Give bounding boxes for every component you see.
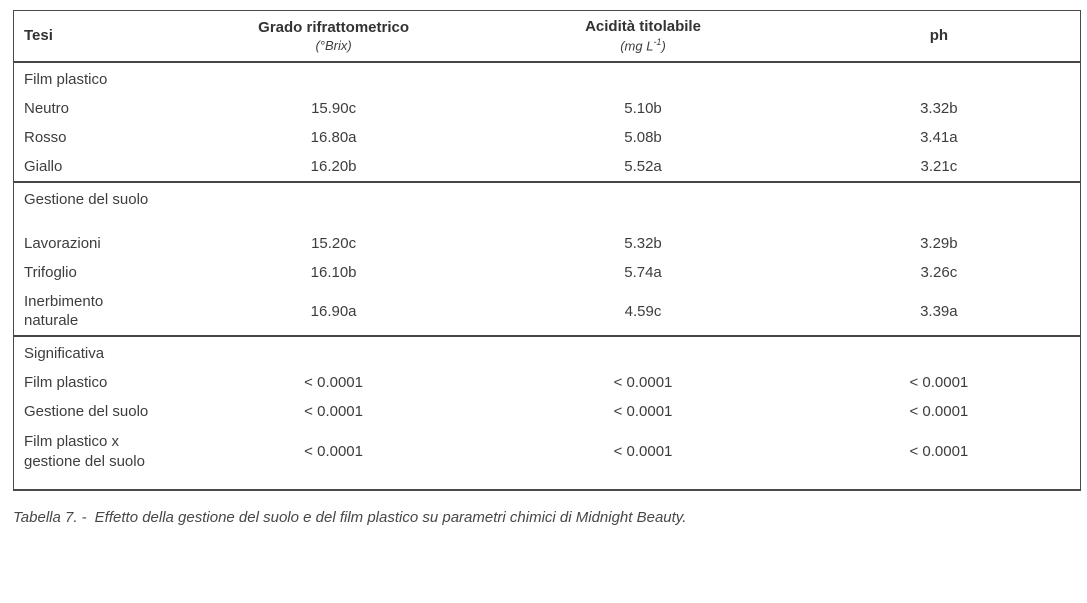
value-cell: 5.52a	[624, 158, 662, 176]
section-row-film-plastico: Film plastico	[14, 62, 1081, 94]
value-cell	[488, 62, 797, 94]
row-label: Inerbimento naturale	[24, 293, 104, 330]
column-header-acidita-titolabile: Acidità titolabile (mg L-1)	[488, 10, 798, 63]
row-label: Neutro	[24, 99, 70, 117]
row-label: Lavorazioni	[24, 235, 101, 253]
value-cell: < 0.0001	[304, 443, 363, 460]
value-cell: < 0.0001	[909, 374, 969, 392]
row-label: Gestione del suolo	[24, 403, 149, 421]
value-cell: < 0.0001	[304, 403, 363, 421]
value-cell: 3.41a	[920, 129, 958, 147]
column-header-ph: ph	[797, 10, 1081, 63]
value-cell	[798, 62, 1081, 94]
table-caption: Tabella 7. - Effetto della gestione del s…	[13, 509, 1081, 526]
table-header: Tesi Grado rifrattometrico (°Brix) Acidi…	[13, 10, 1081, 63]
table-row-inerbimento-naturale: Inerbimento naturale 16.90a 4.59c 3.39a	[14, 287, 1081, 336]
section-label-cell: Significativa	[13, 335, 179, 369]
row-label-cell: Lavorazioni	[14, 229, 179, 258]
value-cell: 3.39a	[920, 302, 958, 320]
value-cell: 16.10b	[310, 264, 357, 282]
row-label: Rosso	[24, 129, 67, 147]
row-label-cell: Rosso	[14, 123, 179, 152]
value-cell	[179, 62, 488, 94]
column-label: ph	[929, 26, 949, 44]
section-label-cell: Film plastico	[14, 62, 179, 94]
value-cell: 16.90a	[310, 302, 357, 320]
column-header-grado-rifrattometrico: Grado rifrattometrico (°Brix)	[178, 10, 489, 63]
value-cell: 5.10b	[624, 99, 662, 117]
column-label: Tesi	[24, 26, 53, 44]
value-cell: 3.32b	[920, 99, 958, 117]
caption-text: Effetto della gestione del suolo e del f…	[94, 508, 687, 526]
value-cell	[797, 181, 1081, 230]
value-cell: 3.26c	[920, 264, 958, 282]
unit-superscript: -1	[653, 37, 662, 47]
row-label-cell: Film plastico x gestione del suolo	[14, 426, 179, 489]
row-label-cell: Gestione del suolo	[14, 397, 179, 426]
table-row-significativa-film-plastico: Film plastico < 0.0001 < 0.0001 < 0.0001	[14, 368, 1081, 397]
table-row-significativa-gestione-del-suolo: Gestione del suolo < 0.0001 < 0.0001 < 0…	[14, 397, 1081, 426]
value-cell: < 0.0001	[613, 374, 673, 392]
row-label: Giallo	[24, 158, 63, 176]
value-cell	[178, 181, 489, 230]
caption-number: Tabella 7. -	[13, 508, 87, 526]
value-cell: < 0.0001	[909, 403, 969, 421]
section-row-significativa: Significativa	[13, 335, 1081, 369]
column-unit: (mg L-1)	[498, 37, 787, 54]
column-header-tesi: Tesi	[13, 10, 179, 63]
section-label: Film plastico	[24, 70, 108, 88]
value-cell: 5.08b	[624, 129, 662, 147]
unit-text: (mg L	[620, 38, 654, 54]
header-row: Tesi Grado rifrattometrico (°Brix) Acidi…	[13, 10, 1081, 63]
value-cell: 4.59c	[624, 302, 662, 320]
value-cell: 16.20b	[310, 158, 357, 176]
table-row-rosso: Rosso 16.80a 5.08b 3.41a	[14, 123, 1081, 152]
value-cell	[797, 335, 1081, 369]
value-cell: 15.90c	[311, 99, 357, 117]
value-cell: < 0.0001	[613, 443, 673, 460]
section-label: Significativa	[24, 345, 105, 363]
value-cell: 5.74a	[624, 264, 662, 282]
value-cell: 3.29b	[920, 235, 958, 253]
value-cell: < 0.0001	[304, 374, 363, 392]
section-label-cell: Gestione del suolo	[13, 181, 179, 230]
table-row-interaction-film-plastico-x-gestione: Film plastico x gestione del suolo < 0.0…	[14, 426, 1081, 489]
value-cell: < 0.0001	[909, 443, 969, 460]
row-label-cell: Neutro	[14, 94, 179, 123]
value-cell: 5.32b	[624, 235, 662, 253]
table-body: Film plastico Neutro 15.90c 5.10b 3.32b …	[13, 62, 1081, 490]
value-cell: < 0.0001	[613, 403, 673, 421]
value-cell	[178, 335, 489, 369]
row-label: Film plastico	[24, 374, 108, 392]
row-label: Trifoglio	[24, 264, 77, 282]
table-row-lavorazioni: Lavorazioni 15.20c 5.32b 3.29b	[14, 229, 1081, 258]
column-label: Acidità titolabile	[585, 18, 701, 35]
value-cell: 3.21c	[920, 158, 958, 176]
table-row-neutro: Neutro 15.90c 5.10b 3.32b	[14, 94, 1081, 123]
row-label: Film plastico x gestione del suolo	[24, 433, 145, 470]
row-label-cell: Inerbimento naturale	[14, 287, 179, 336]
value-cell	[488, 335, 798, 369]
column-label: Grado rifrattometrico	[258, 18, 410, 36]
column-unit: (°Brix)	[315, 37, 352, 53]
row-label-cell: Film plastico	[14, 368, 179, 397]
value-cell: 16.80a	[310, 129, 357, 147]
value-cell	[488, 181, 798, 230]
section-row-gestione-del-suolo: Gestione del suolo	[13, 181, 1081, 230]
table-row-trifoglio: Trifoglio 16.10b 5.74a 3.26c	[14, 258, 1081, 287]
section-label: Gestione del suolo	[24, 191, 149, 209]
unit-text: )	[661, 38, 666, 54]
results-table: Tesi Grado rifrattometrico (°Brix) Acidi…	[13, 10, 1081, 491]
row-label-cell: Giallo	[14, 152, 179, 182]
value-cell: 15.20c	[311, 235, 357, 253]
row-label-cell: Trifoglio	[14, 258, 179, 287]
table-row-giallo: Giallo 16.20b 5.52a 3.21c	[14, 152, 1081, 182]
